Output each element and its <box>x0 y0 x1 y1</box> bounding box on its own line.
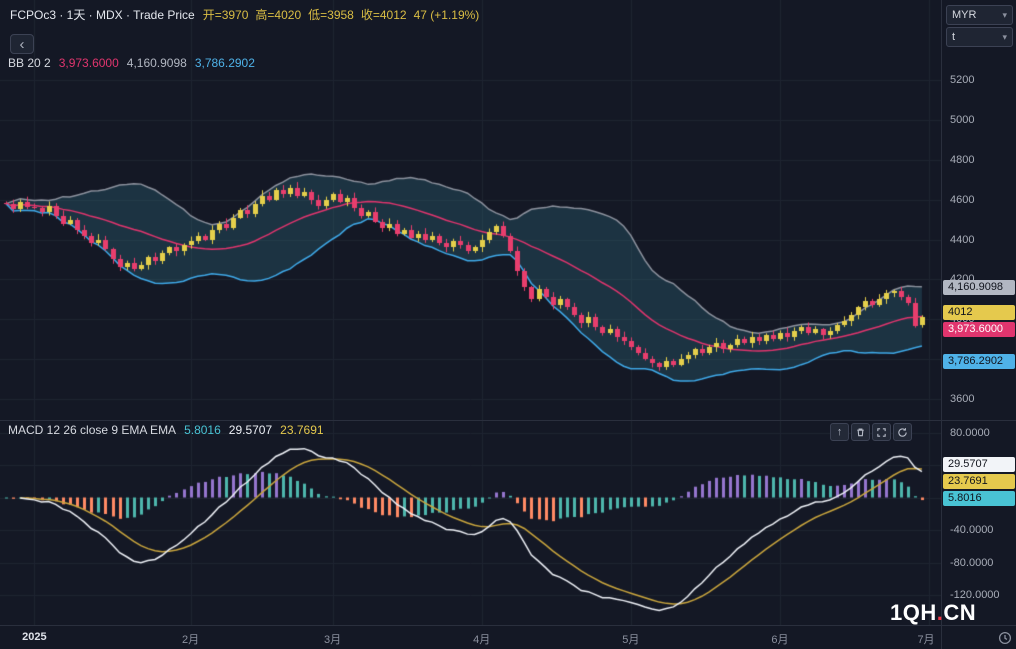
pane-delete-button[interactable] <box>851 423 870 441</box>
price-tick: 4400 <box>950 233 975 246</box>
close-value: 收=4012 <box>360 8 407 22</box>
macd-line-badge: 29.5707 <box>943 456 1015 472</box>
price-tick: 5000 <box>950 113 975 126</box>
time-axis-label: 2月 <box>182 634 200 646</box>
bb-basis-badge: 3,973.6000 <box>943 321 1015 337</box>
bb-basis-value: 3,973.6000 <box>58 56 119 70</box>
unit-select[interactable]: t ▾ <box>946 27 1013 47</box>
watermark-part2: CN <box>943 600 977 625</box>
open-value: 开=3970 <box>202 8 249 22</box>
change-value: 47 (+1.19%) <box>413 8 480 22</box>
bb-lower-badge: 3,786.2902 <box>943 354 1015 370</box>
macd-legend: MACD 12 26 close 9 EMA EMA 5.8016 29.570… <box>8 423 324 437</box>
macd-tick: -80.0000 <box>950 556 994 569</box>
macd-toolbar: ↑ <box>830 423 912 441</box>
currency-select[interactable]: MYR ▾ <box>946 5 1013 25</box>
chevron-down-icon: ▾ <box>1002 31 1007 42</box>
pane-move-up-button[interactable]: ↑ <box>830 423 849 441</box>
watermark: 1QH.CN <box>890 600 976 626</box>
watermark-part1: 1QH <box>890 600 937 625</box>
price-tick: 3600 <box>950 393 975 405</box>
macd-signal-value: 23.7691 <box>280 423 324 437</box>
pane-maximize-button[interactable] <box>872 423 891 441</box>
bb-title: BB 20 2 <box>8 56 51 70</box>
back-button[interactable]: ‹ <box>10 34 34 54</box>
chart-header: FCPOc3 · 1天 · MDX · Trade Price 开=3970 高=… <box>10 6 486 23</box>
bb-upper-badge: 4,160.9098 <box>943 279 1015 295</box>
price-tick: 5200 <box>950 74 975 86</box>
macd-line-value: 29.5707 <box>228 423 273 437</box>
chevron-left-icon: ‹ <box>19 35 25 53</box>
arrow-up-icon: ↑ <box>836 426 843 438</box>
macd-hist-value: 5.8016 <box>184 423 221 437</box>
macd-tick: -120.0000 <box>950 589 1000 601</box>
pane-separator[interactable] <box>0 420 1016 421</box>
chevron-down-icon: ▾ <box>1002 9 1007 20</box>
time-axis-label: 3月 <box>324 634 342 646</box>
bb-legend: BB 20 2 3,973.6000 4,160.9098 3,786.2902 <box>8 56 255 70</box>
time-axis[interactable]: 2025 2月 3月 4月 5月 6月 7月 <box>0 625 1016 649</box>
bb-upper-value: 4,160.9098 <box>126 56 187 70</box>
macd-tick: -40.0000 <box>950 524 994 536</box>
time-axis-label: 4月 <box>473 634 491 646</box>
pane-refresh-button[interactable] <box>893 423 912 441</box>
last-price-badge: 4012 <box>943 304 1015 320</box>
price-tick: 4600 <box>950 193 975 206</box>
signal-line-badge: 23.7691 <box>943 473 1015 489</box>
high-value: 高=4020 <box>255 8 302 22</box>
refresh-icon <box>898 427 907 437</box>
unit-select-value: t <box>952 31 956 43</box>
currency-select-value: MYR <box>952 9 977 21</box>
price-axis[interactable]: MYR ▾ t ▾ 520050004800460044004200400038… <box>941 0 1016 649</box>
trash-icon <box>857 427 864 436</box>
ohlc-values: 开=3970 高=4020 低=3958 收=4012 47 (+1.19%) <box>203 6 487 23</box>
histogram-badge: 5.8016 <box>943 490 1015 506</box>
time-axis-label: 7月 <box>917 634 935 646</box>
price-chart-canvas[interactable] <box>0 0 941 625</box>
watermark-dot: . <box>936 600 944 625</box>
macd-tick: 80.0000 <box>950 426 990 439</box>
clock-icon[interactable] <box>998 631 1012 645</box>
maximize-icon <box>877 427 886 437</box>
time-axis-label: 2025 <box>22 631 47 643</box>
time-axis-separator <box>0 625 1016 626</box>
bb-lower-value: 3,786.2902 <box>194 56 255 70</box>
symbol-title: FCPOc3 · 1天 · MDX · Trade Price <box>10 8 195 22</box>
time-axis-label: 5月 <box>622 634 640 646</box>
time-axis-label: 6月 <box>771 634 789 646</box>
low-value: 低=3958 <box>308 8 354 22</box>
macd-title: MACD 12 26 close 9 EMA EMA <box>8 423 177 437</box>
price-tick: 4800 <box>950 153 975 166</box>
